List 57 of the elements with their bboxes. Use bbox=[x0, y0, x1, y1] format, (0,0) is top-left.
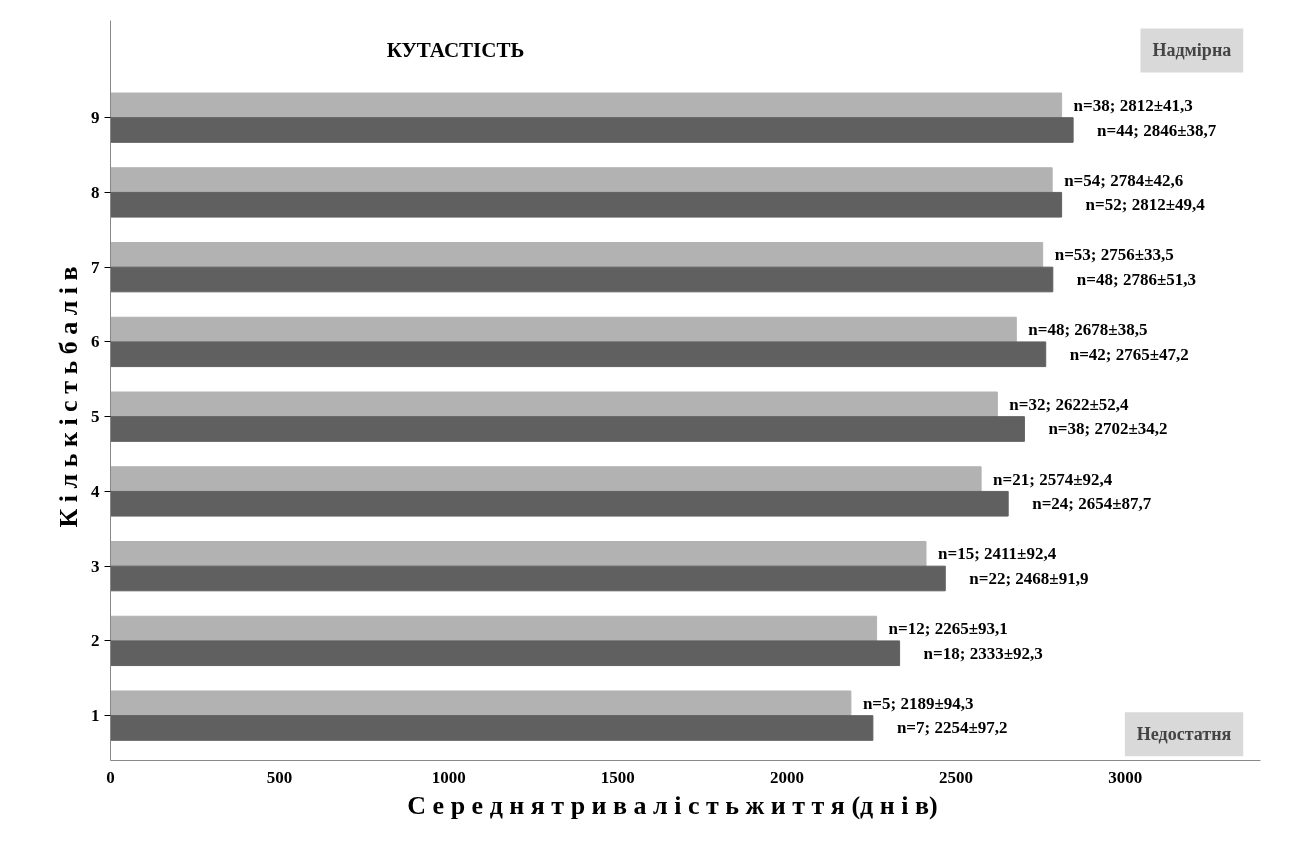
bar bbox=[110, 191, 1063, 218]
bar bbox=[110, 316, 1017, 343]
y-tick-label: 3 bbox=[91, 556, 100, 576]
y-tick-label: 7 bbox=[91, 257, 100, 277]
data-label: n=18; 2333±92,3 bbox=[923, 643, 1043, 663]
bar bbox=[110, 640, 901, 667]
bar bbox=[110, 92, 1063, 119]
data-label: n=38; 2812±41,3 bbox=[1073, 95, 1193, 115]
data-label: n=32; 2622±52,4 bbox=[1009, 394, 1129, 414]
data-label: n=5; 2189±94,3 bbox=[862, 693, 974, 713]
y-tick-label: 9 bbox=[91, 108, 100, 128]
annotation: Надмірна bbox=[1152, 40, 1232, 61]
text: КУТАСТІСТЬ bbox=[386, 38, 525, 63]
bar bbox=[110, 715, 874, 741]
bar bbox=[110, 540, 927, 567]
bar bbox=[110, 117, 1074, 143]
bar bbox=[110, 242, 1044, 268]
bar bbox=[110, 690, 852, 717]
data-label: n=54; 2784±42,6 bbox=[1064, 170, 1184, 190]
data-label: n=48; 2678±38,5 bbox=[1028, 320, 1148, 340]
bar bbox=[110, 416, 1025, 442]
y-tick-label: 5 bbox=[91, 407, 100, 427]
data-label: n=53; 2756±33,5 bbox=[1054, 245, 1174, 265]
bar bbox=[110, 490, 1009, 517]
x-tick-label: 2000 bbox=[769, 767, 804, 787]
y-tick-label: 2 bbox=[91, 631, 100, 651]
x-tick-label: 3000 bbox=[1108, 767, 1143, 787]
bar bbox=[110, 341, 1047, 368]
y-tick-label: 4 bbox=[91, 481, 100, 501]
bar bbox=[110, 466, 982, 492]
y-tick-label: 8 bbox=[91, 182, 100, 202]
data-label: n=44; 2846±38,7 bbox=[1097, 120, 1217, 140]
bar bbox=[110, 266, 1054, 293]
x-tick-label: 0 bbox=[106, 767, 115, 787]
data-label: n=15; 2411±92,4 bbox=[937, 544, 1057, 564]
x-tick-label: 2500 bbox=[939, 767, 974, 787]
data-label: n=42; 2765±47,2 bbox=[1069, 344, 1189, 364]
bar bbox=[110, 615, 878, 642]
x-axis-title: С е р е д н я т р и в а л і с т ь ж и т т я (д н і в) bbox=[407, 790, 938, 820]
data-label: n=22; 2468±91,9 bbox=[969, 568, 1089, 588]
y-tick-label: 1 bbox=[91, 706, 100, 726]
y-tick-label: 6 bbox=[91, 332, 100, 352]
data-label: n=38; 2702±34,2 bbox=[1048, 419, 1168, 439]
x-tick-label: 1000 bbox=[431, 767, 466, 787]
data-label: n=48; 2786±51,3 bbox=[1076, 270, 1196, 289]
data-label: n=7; 2254±97,2 bbox=[896, 718, 1008, 738]
bar bbox=[110, 391, 998, 418]
x-tick-label: 1500 bbox=[600, 767, 635, 787]
data-label: n=12; 2265±93,1 bbox=[888, 619, 1008, 639]
bar bbox=[110, 167, 1053, 193]
y-axis-title: К і л ь к і с т ь б а л і в bbox=[54, 266, 83, 528]
data-label: n=24; 2654±87,7 bbox=[1032, 494, 1152, 514]
annotation: Недостатня bbox=[1136, 724, 1232, 745]
data-label: n=21; 2574±92,4 bbox=[993, 469, 1113, 489]
x-tick-label: 500 bbox=[266, 767, 293, 787]
data-label: n=52; 2812±49,4 bbox=[1085, 195, 1206, 215]
bar bbox=[110, 565, 946, 592]
